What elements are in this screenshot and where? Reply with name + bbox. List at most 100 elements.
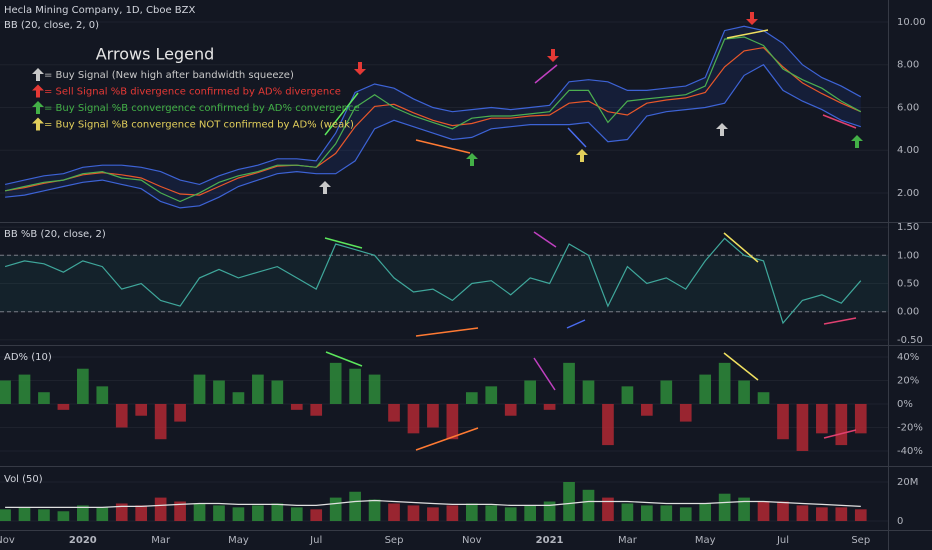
- bar: [96, 386, 109, 404]
- bar: [115, 403, 128, 428]
- bar: [777, 403, 789, 440]
- bar: [0, 380, 11, 404]
- signal-arrow: [32, 84, 44, 98]
- bar: [504, 403, 517, 416]
- signal-arrow: [547, 49, 559, 62]
- bar: [407, 403, 420, 434]
- bar: [427, 403, 439, 428]
- bar: [388, 503, 400, 522]
- band-fill: [0, 255, 888, 312]
- x-tick-label: Mar: [618, 535, 638, 546]
- divergence-line: [823, 317, 857, 325]
- bar: [232, 507, 245, 522]
- bar: [835, 507, 848, 522]
- bar: [310, 403, 323, 416]
- bar: [329, 362, 342, 404]
- y-tick-label: -20%: [897, 422, 923, 433]
- divergence-line: [415, 139, 471, 154]
- x-tick-label: Jul: [776, 535, 789, 546]
- y-tick-label: 6.00: [897, 102, 919, 113]
- bar: [135, 403, 148, 416]
- y-tick-label: 10.00: [897, 17, 926, 28]
- series-line: [5, 499, 861, 508]
- signal-arrow: [319, 181, 331, 194]
- bar: [465, 503, 478, 522]
- bar: [718, 362, 731, 404]
- series-line: [5, 46, 862, 196]
- bar: [349, 368, 361, 404]
- bar: [193, 503, 206, 522]
- bar: [407, 505, 420, 522]
- bar: [563, 482, 575, 522]
- bar: [174, 403, 186, 422]
- y-tick-label: 8.00: [897, 60, 919, 71]
- signal-arrow: [576, 149, 588, 162]
- bar: [679, 507, 692, 522]
- bar: [738, 380, 750, 404]
- bar: [699, 503, 712, 522]
- x-tick-label: Jul: [309, 535, 322, 546]
- indicator-label: BB (20, close, 2, 0): [4, 20, 99, 31]
- bar: [349, 491, 361, 522]
- y-tick-label: -40%: [897, 446, 923, 457]
- bar: [582, 380, 595, 404]
- divergence-line: [415, 327, 479, 337]
- bar: [835, 403, 848, 446]
- y-tick-label: -0.50: [897, 335, 923, 346]
- divergence-line: [726, 29, 769, 39]
- bar: [738, 497, 750, 522]
- bar: [543, 403, 556, 410]
- bar: [0, 509, 11, 522]
- bar: [427, 507, 439, 522]
- bar: [485, 386, 498, 404]
- bar: [621, 386, 634, 404]
- bar: [290, 507, 303, 522]
- y-tick-label: 40%: [897, 352, 919, 363]
- series-line: [4, 25, 862, 186]
- legend-item: = Buy Signal %B convergence NOT confirme…: [44, 120, 354, 131]
- divergence-line: [415, 427, 479, 451]
- bar: [135, 505, 148, 522]
- bar: [602, 403, 614, 446]
- bar: [757, 392, 770, 404]
- divergence-line: [823, 429, 857, 439]
- divergence-line: [534, 64, 558, 84]
- divergence-line: [822, 114, 857, 129]
- signal-arrow: [746, 12, 758, 25]
- divergence-line: [325, 351, 363, 367]
- bar: [524, 380, 536, 404]
- bar: [310, 509, 323, 522]
- bar: [77, 368, 89, 404]
- y-tick-label: 0.00: [897, 307, 919, 318]
- y-tick-label: 4.00: [897, 145, 919, 156]
- y-tick-label: 1.50: [897, 222, 919, 233]
- bar: [368, 374, 381, 404]
- x-tick-label: Nov: [462, 535, 482, 546]
- y-tick-label: 0.50: [897, 279, 919, 290]
- bar: [174, 501, 186, 522]
- series-line: [4, 36, 862, 203]
- bar: [77, 505, 89, 522]
- bar: [854, 403, 867, 434]
- bar: [757, 501, 770, 522]
- legend-item: = Buy Signal (New high after bandwidth s…: [44, 70, 294, 81]
- bar: [465, 392, 478, 404]
- x-tick-label: May: [228, 535, 249, 546]
- divergence-line: [567, 127, 587, 148]
- y-tick-label: 2.00: [897, 188, 919, 199]
- bar: [621, 503, 634, 522]
- bar: [679, 403, 692, 422]
- legend-item: = Buy Signal %B convergence confirmed by…: [44, 103, 360, 114]
- bar: [96, 507, 109, 522]
- divergence-lines: [324, 29, 857, 451]
- bar: [816, 507, 828, 522]
- x-tick-label: 2020: [69, 535, 97, 546]
- bar: [777, 501, 789, 522]
- bar: [38, 392, 50, 404]
- y-tick-label: 0: [897, 516, 903, 527]
- bar: [854, 509, 867, 522]
